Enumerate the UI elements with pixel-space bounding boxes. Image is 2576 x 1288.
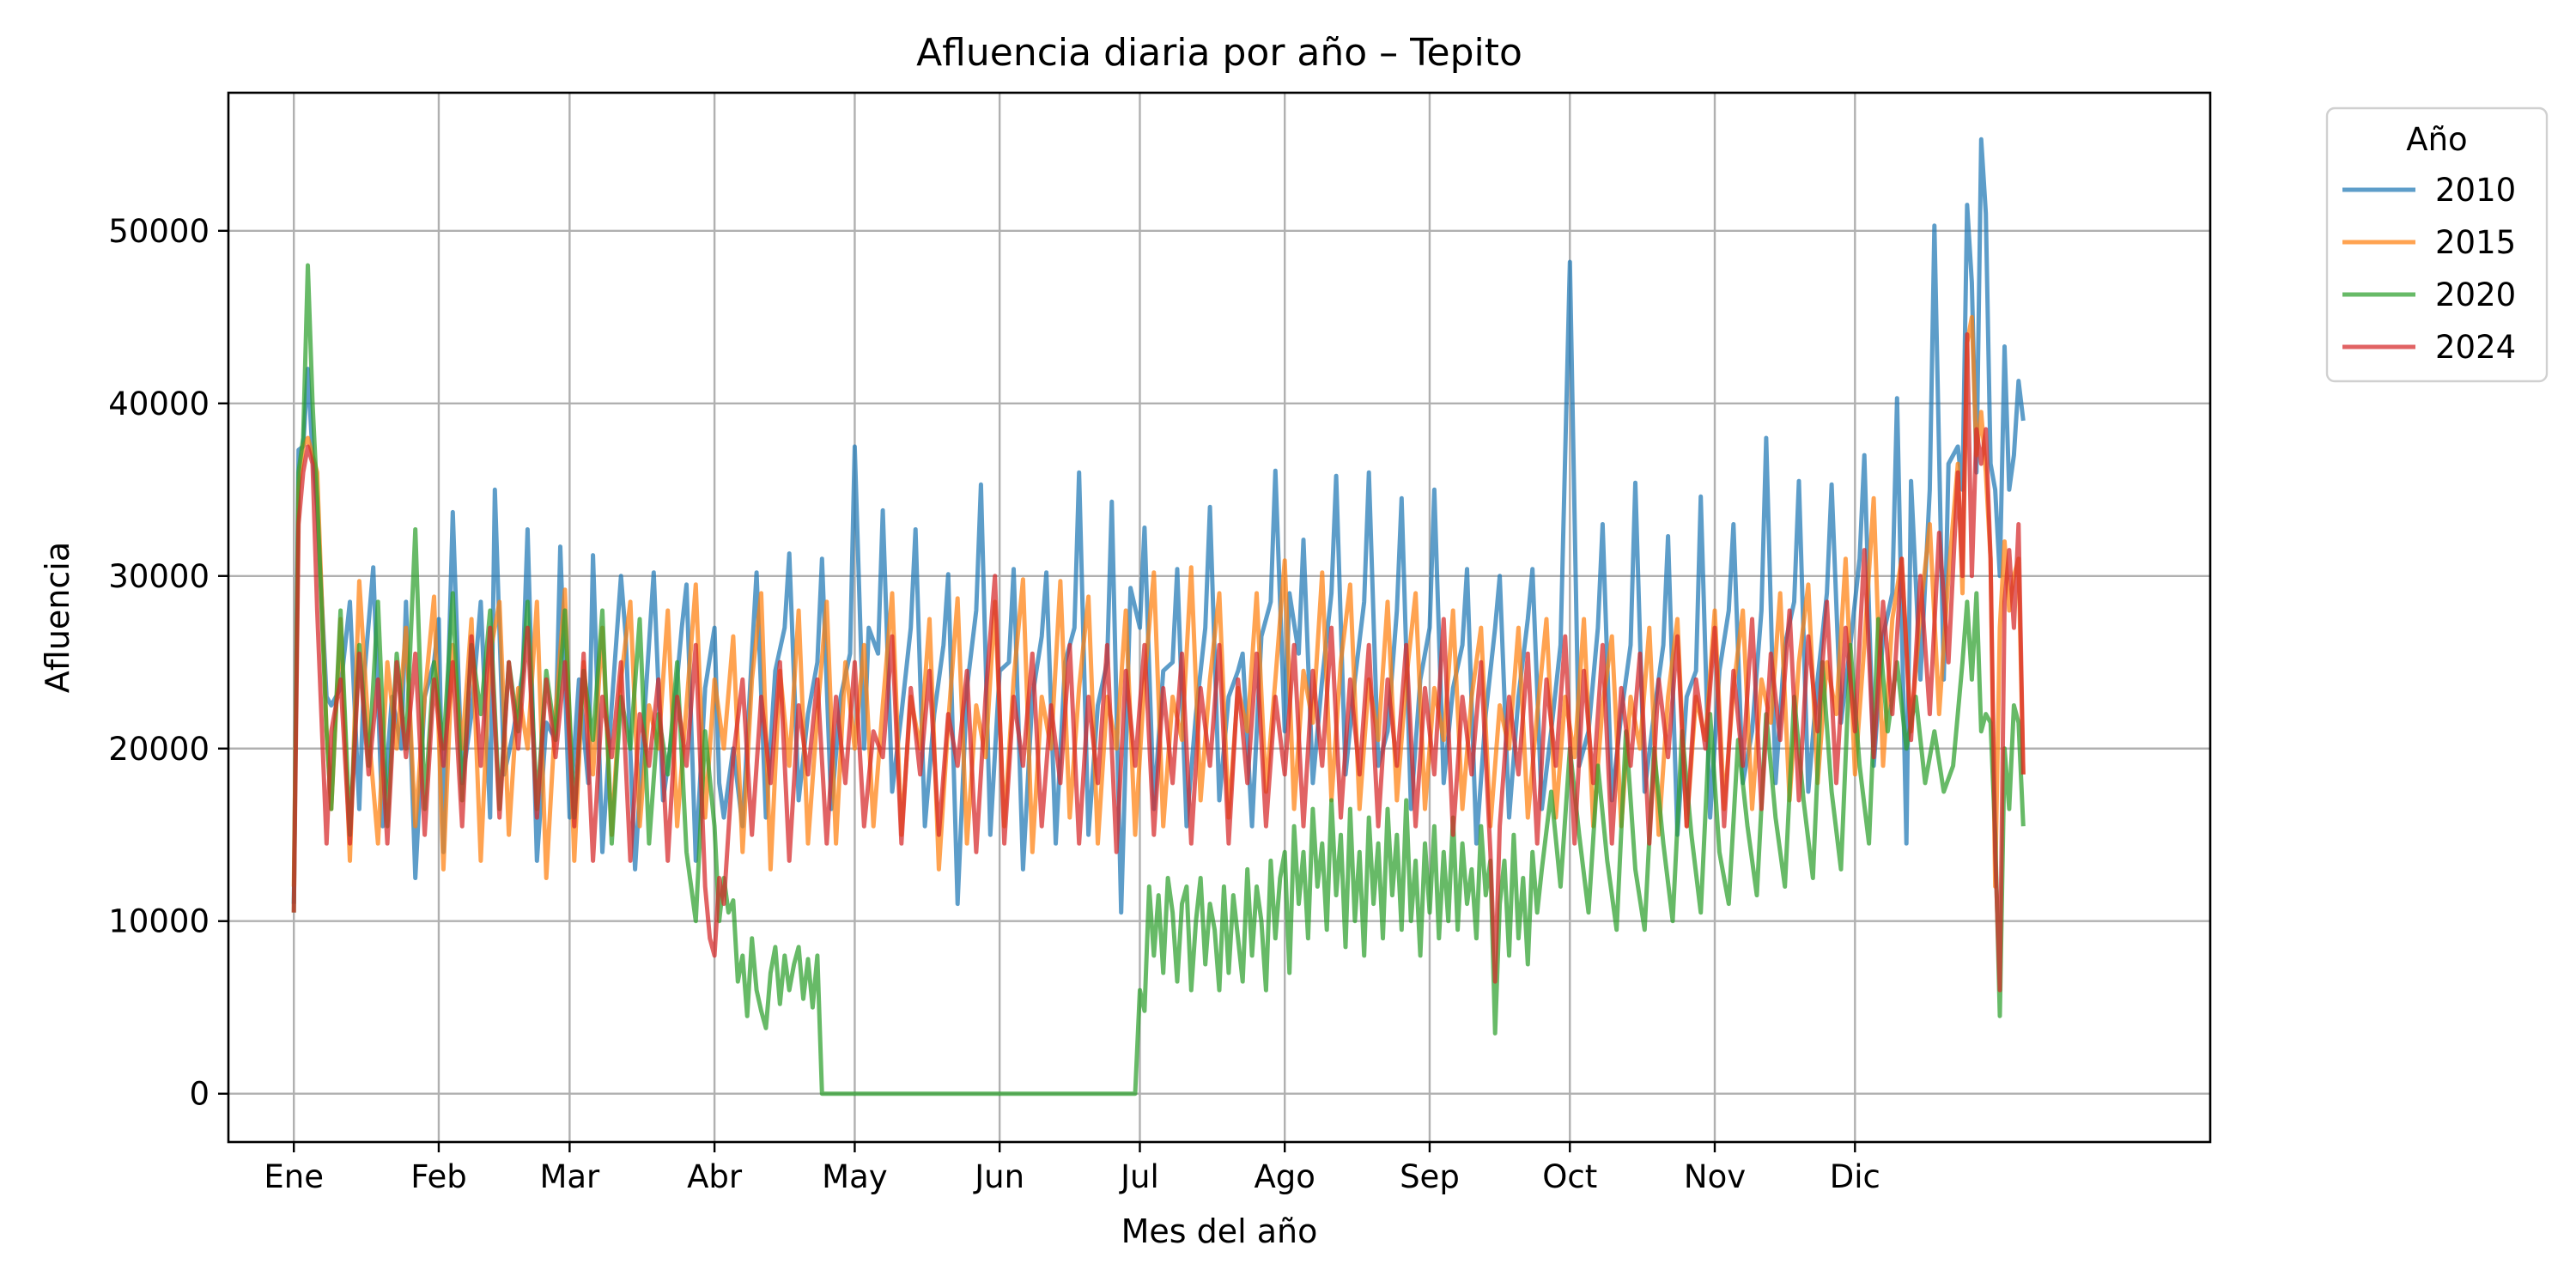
- y-axis-label: Afluencia: [39, 542, 76, 693]
- x-tick-label: Jul: [1119, 1158, 1159, 1195]
- x-tick-label: May: [822, 1158, 888, 1195]
- chart-title: Afluencia diaria por año – Tepito: [916, 31, 1522, 75]
- x-tick-label: Ago: [1254, 1158, 1315, 1195]
- y-tick-label: 10000: [108, 903, 210, 940]
- x-tick-label: Jun: [973, 1158, 1024, 1195]
- legend: Año 2010 2015 2020 2024: [2325, 106, 2549, 383]
- y-tick-label: 50000: [108, 213, 210, 250]
- legend-label: 2010: [2435, 172, 2516, 209]
- x-tick-label: Feb: [410, 1158, 467, 1195]
- x-tick-label: Abr: [687, 1158, 743, 1195]
- series-lines: [291, 137, 2026, 1097]
- series-line-2010: [291, 137, 2026, 915]
- y-tick-label: 0: [189, 1076, 210, 1113]
- x-tick-label: Sep: [1400, 1158, 1460, 1195]
- series-line-2020: [291, 263, 2026, 1097]
- legend-box: [2325, 106, 2549, 383]
- y-axis-ticks: 0 10000 20000 30000 40000 50000: [108, 213, 228, 1113]
- y-tick-label: 30000: [108, 558, 210, 595]
- x-tick-label: Dic: [1830, 1158, 1880, 1195]
- plot-frame: [227, 91, 2212, 1144]
- x-tick-label: Nov: [1684, 1158, 1746, 1195]
- y-tick-label: 20000: [108, 731, 210, 768]
- y-tick-label: 40000: [108, 386, 210, 422]
- legend-label: 2024: [2435, 329, 2516, 366]
- legend-title: Año: [2406, 121, 2467, 158]
- series-line-2024: [291, 331, 2026, 993]
- x-axis-ticks: Ene Feb Mar Abr May Jun Jul Ago Sep Oct Nov Dic: [264, 1142, 1880, 1195]
- legend-label: 2020: [2435, 276, 2516, 313]
- x-tick-label: Ene: [264, 1158, 324, 1195]
- legend-label: 2015: [2435, 224, 2516, 261]
- x-tick-label: Mar: [539, 1158, 600, 1195]
- x-axis-label: Mes del año: [1121, 1212, 1318, 1250]
- x-tick-label: Oct: [1542, 1158, 1597, 1195]
